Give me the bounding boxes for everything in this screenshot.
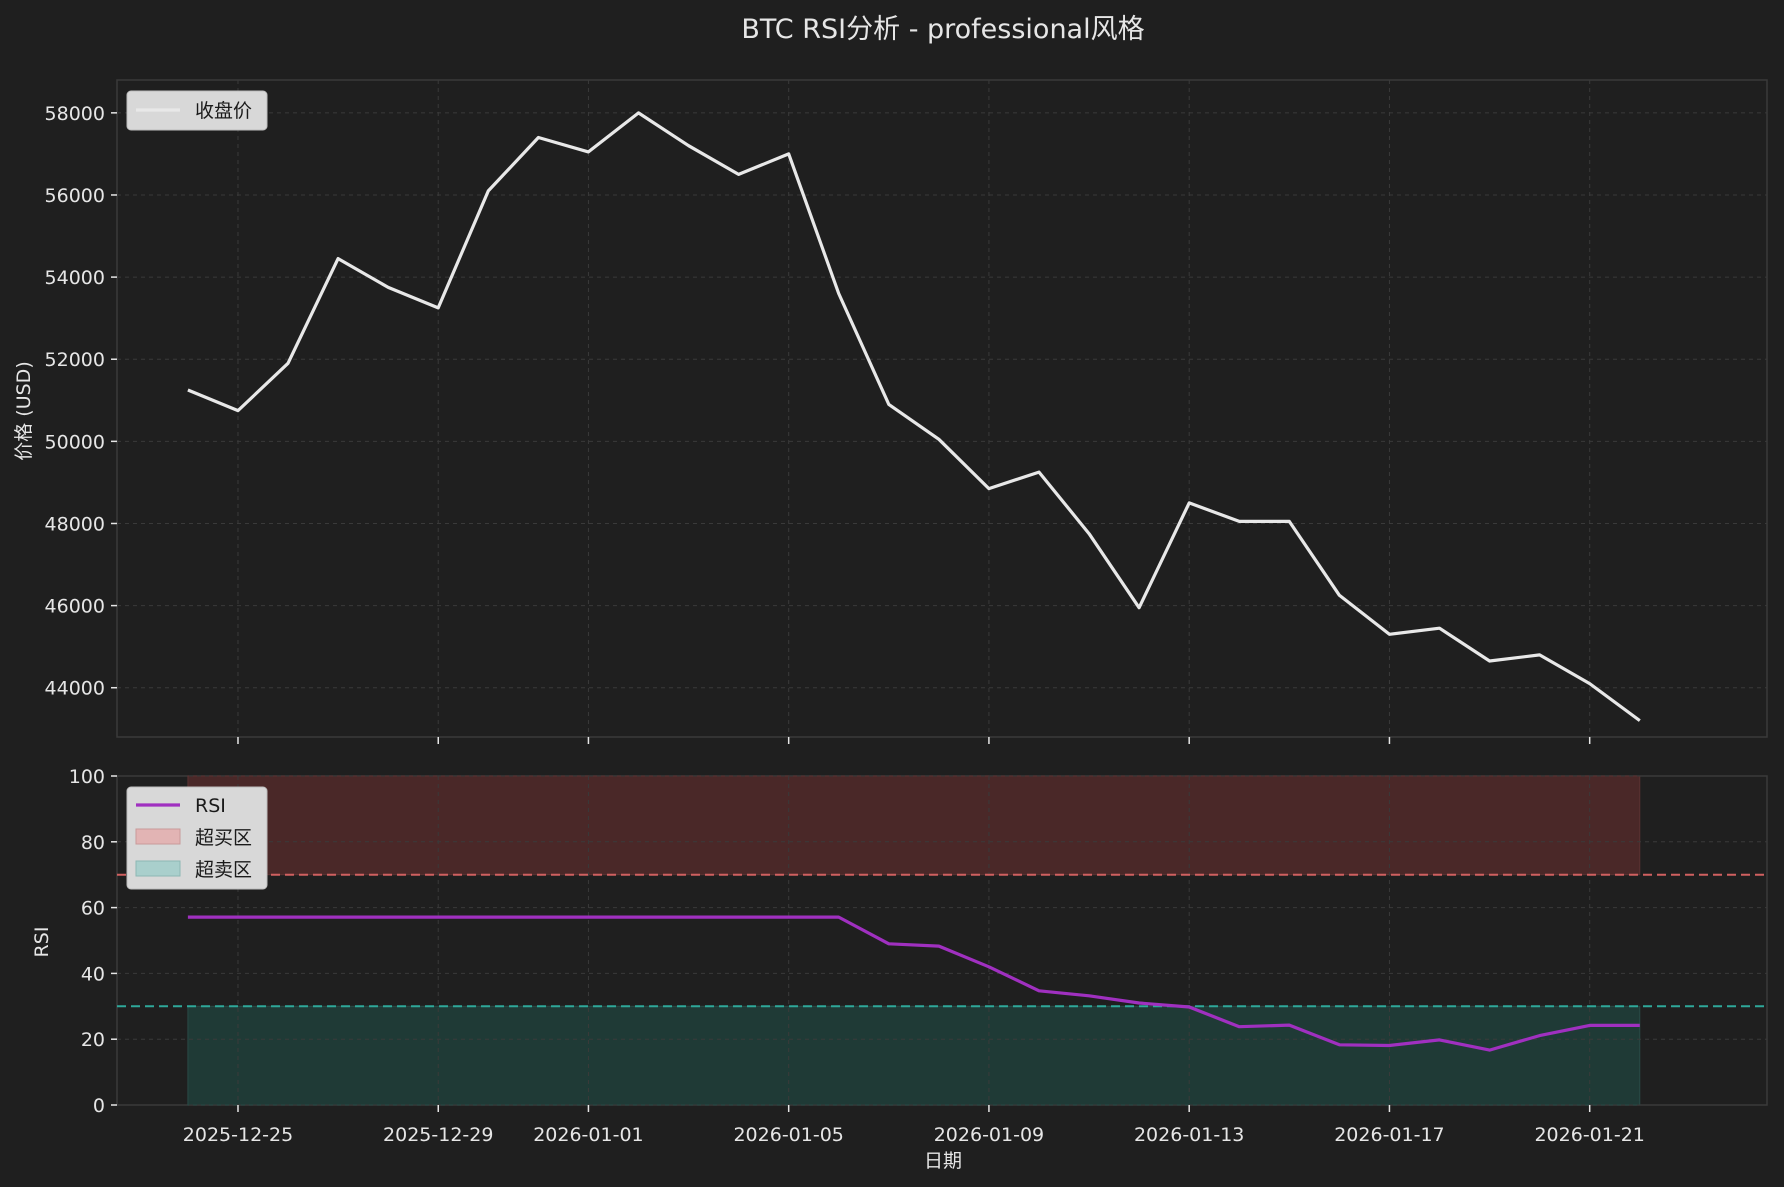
x-tick-label: 2026-01-17 (1334, 1124, 1444, 1146)
rsi-y-tick-label: 40 (81, 963, 105, 985)
x-tick-label: 2026-01-05 (733, 1124, 843, 1146)
price-y-axis-label: 价格 (USD) (13, 361, 35, 460)
price-y-tick-label: 58000 (45, 103, 105, 125)
price-y-tick-label: 48000 (45, 513, 105, 535)
price-series-line (187, 111, 1641, 722)
price-y-tick-label: 52000 (45, 349, 105, 371)
rsi-y-tick-label: 20 (81, 1029, 105, 1051)
x-axis-label: 日期 (924, 1150, 962, 1172)
rsi-grid (117, 775, 1767, 1106)
x-tick-label: 2025-12-25 (183, 1124, 293, 1146)
x-tick-label: 2025-12-29 (383, 1124, 493, 1146)
price-legend-box (126, 90, 268, 131)
rsi-series-line (187, 915, 1640, 1052)
price-y-tick-label: 54000 (45, 267, 105, 289)
x-tick-label: 2026-01-13 (1134, 1124, 1244, 1146)
rsi-x-axis: 2025-12-25 2025-12-29 2026-01-01 2026-01-05… (183, 1105, 1645, 1146)
x-tick-label: 2026-01-01 (533, 1124, 643, 1146)
rsi-y-axis: 0 20 40 60 80 100 (69, 766, 117, 1117)
rsi-panel: 0 20 40 60 80 100 2025-12-25 2025-12-29 2026-01… (31, 766, 1768, 1172)
oversold-legend-swatch (135, 860, 181, 877)
price-y-tick-label: 56000 (45, 185, 105, 207)
price-plot-area (116, 79, 1768, 738)
rsi-y-tick-label: 80 (81, 832, 105, 854)
price-legend: 收盘价 (126, 90, 268, 131)
overbought-legend-swatch (135, 828, 181, 845)
price-y-tick-label: 46000 (45, 596, 105, 618)
oversold-band (187, 1005, 1641, 1106)
rsi-y-tick-label: 60 (81, 898, 105, 920)
chart-title: BTC RSI分析 - professional风格 (741, 14, 1144, 45)
rsi-legend: RSI 超买区 超卖区 (126, 786, 268, 890)
rsi-y-tick-label: 0 (93, 1095, 105, 1117)
rsi-y-axis-label: RSI (31, 927, 53, 958)
price-panel: 44000 46000 48000 50000 52000 54000 56000 58000… (13, 79, 1768, 744)
rsi-legend-label: RSI (195, 795, 226, 817)
price-y-tick-label: 50000 (45, 431, 105, 453)
x-tick-label: 2026-01-21 (1534, 1124, 1644, 1146)
overbought-band (187, 775, 1641, 876)
price-y-axis: 44000 46000 48000 50000 52000 54000 56000 58000 (45, 103, 117, 700)
rsi-y-tick-label: 100 (69, 766, 105, 788)
overbought-legend-label: 超买区 (195, 827, 252, 849)
x-tick-label: 2026-01-09 (934, 1124, 1044, 1146)
price-legend-label: 收盘价 (195, 100, 252, 122)
oversold-legend-label: 超卖区 (195, 859, 252, 881)
price-y-tick-label: 44000 (45, 678, 105, 700)
price-x-ticks (237, 737, 1591, 744)
